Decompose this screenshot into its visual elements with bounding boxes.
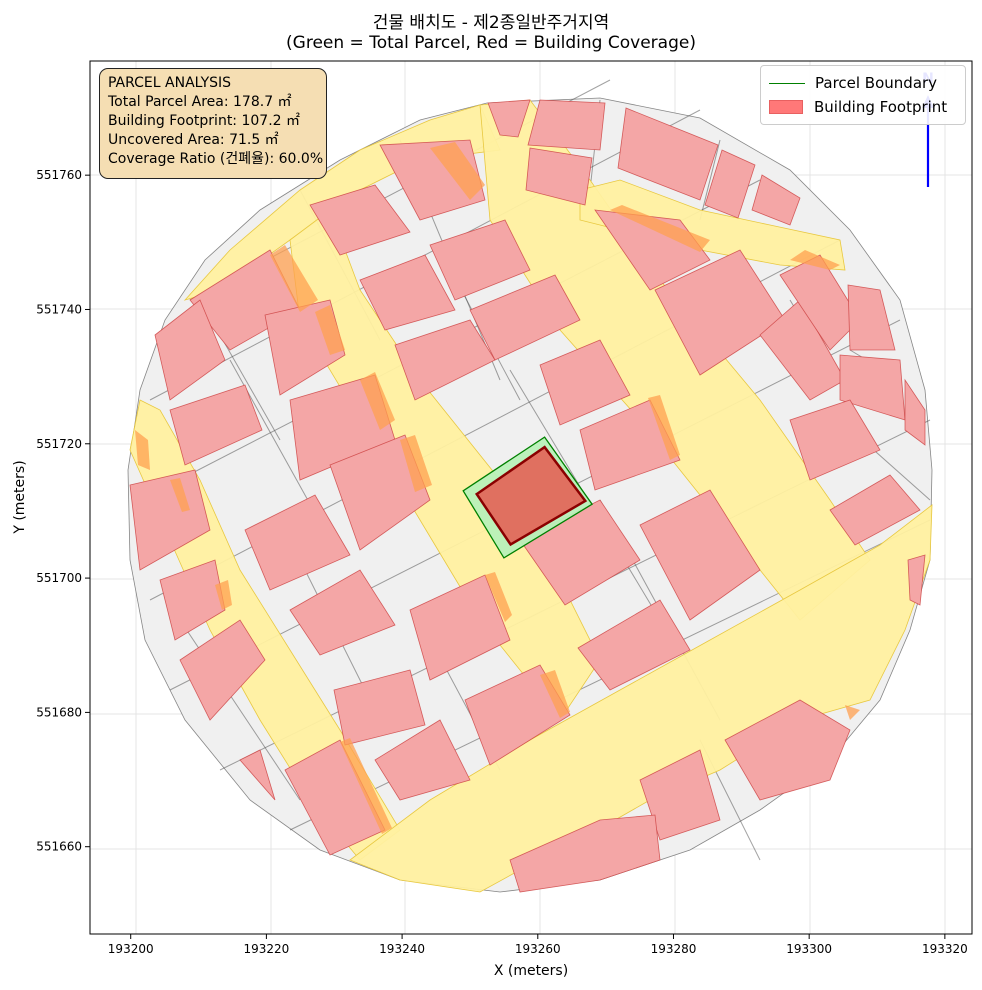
total-parcel-area: Total Parcel Area: 178.7 ㎡ bbox=[108, 94, 292, 110]
chart-title: 건물 배치도 - 제2종일반주거지역 bbox=[372, 13, 610, 33]
x-ticks: 193200 193220 193240 193260 193280 193300 1933… bbox=[108, 934, 968, 956]
target-building-footprint[interactable] bbox=[474, 445, 588, 547]
x-tick-label: 193320 bbox=[922, 942, 968, 956]
legend-item-building: Building Footprint bbox=[769, 96, 947, 118]
parcel-analysis-box: PARCEL ANALYSIS Total Parcel Area: 178.7… bbox=[99, 68, 327, 179]
x-tick-label: 193260 bbox=[515, 942, 561, 956]
building-patch-swatch bbox=[769, 100, 803, 114]
y-tick-label: 551700 bbox=[36, 571, 82, 585]
y-tick-label: 551740 bbox=[36, 302, 82, 316]
uncovered-area: Uncovered Area: 71.5 ㎡ bbox=[108, 132, 279, 148]
y-tick-label: 551760 bbox=[36, 168, 82, 182]
y-tick-label: 551680 bbox=[36, 705, 82, 719]
x-tick-label: 193300 bbox=[786, 942, 832, 956]
y-ticks: 551660 551680 551700 551720 551740 551760 bbox=[36, 168, 90, 854]
legend-label-building: Building Footprint bbox=[814, 98, 948, 116]
buildings bbox=[129, 99, 926, 893]
building-footprint-area: Building Footprint: 107.2 ㎡ bbox=[108, 113, 301, 129]
y-axis-label: Y (meters) bbox=[12, 460, 28, 534]
x-tick-label: 193200 bbox=[108, 942, 154, 956]
legend-item-parcel: Parcel Boundary bbox=[769, 72, 937, 94]
coverage-ratio: Coverage Ratio (건폐율): 60.0% bbox=[108, 151, 324, 167]
y-tick-label: 551720 bbox=[36, 437, 82, 451]
analysis-heading: PARCEL ANALYSIS bbox=[108, 75, 232, 91]
road-overlaps bbox=[135, 142, 860, 834]
x-axis-label: X (meters) bbox=[494, 963, 568, 979]
x-tick-label: 193280 bbox=[651, 942, 697, 956]
x-tick-label: 193220 bbox=[243, 942, 289, 956]
parcel-line-swatch bbox=[769, 82, 805, 84]
y-tick-label: 551660 bbox=[36, 840, 82, 854]
legend: Parcel Boundary Building Footprint bbox=[760, 65, 966, 125]
x-tick-label: 193240 bbox=[379, 942, 425, 956]
legend-label-parcel: Parcel Boundary bbox=[815, 74, 938, 92]
chart-subtitle: (Green = Total Parcel, Red = Building Co… bbox=[286, 33, 696, 53]
plot-frame bbox=[89, 60, 973, 935]
